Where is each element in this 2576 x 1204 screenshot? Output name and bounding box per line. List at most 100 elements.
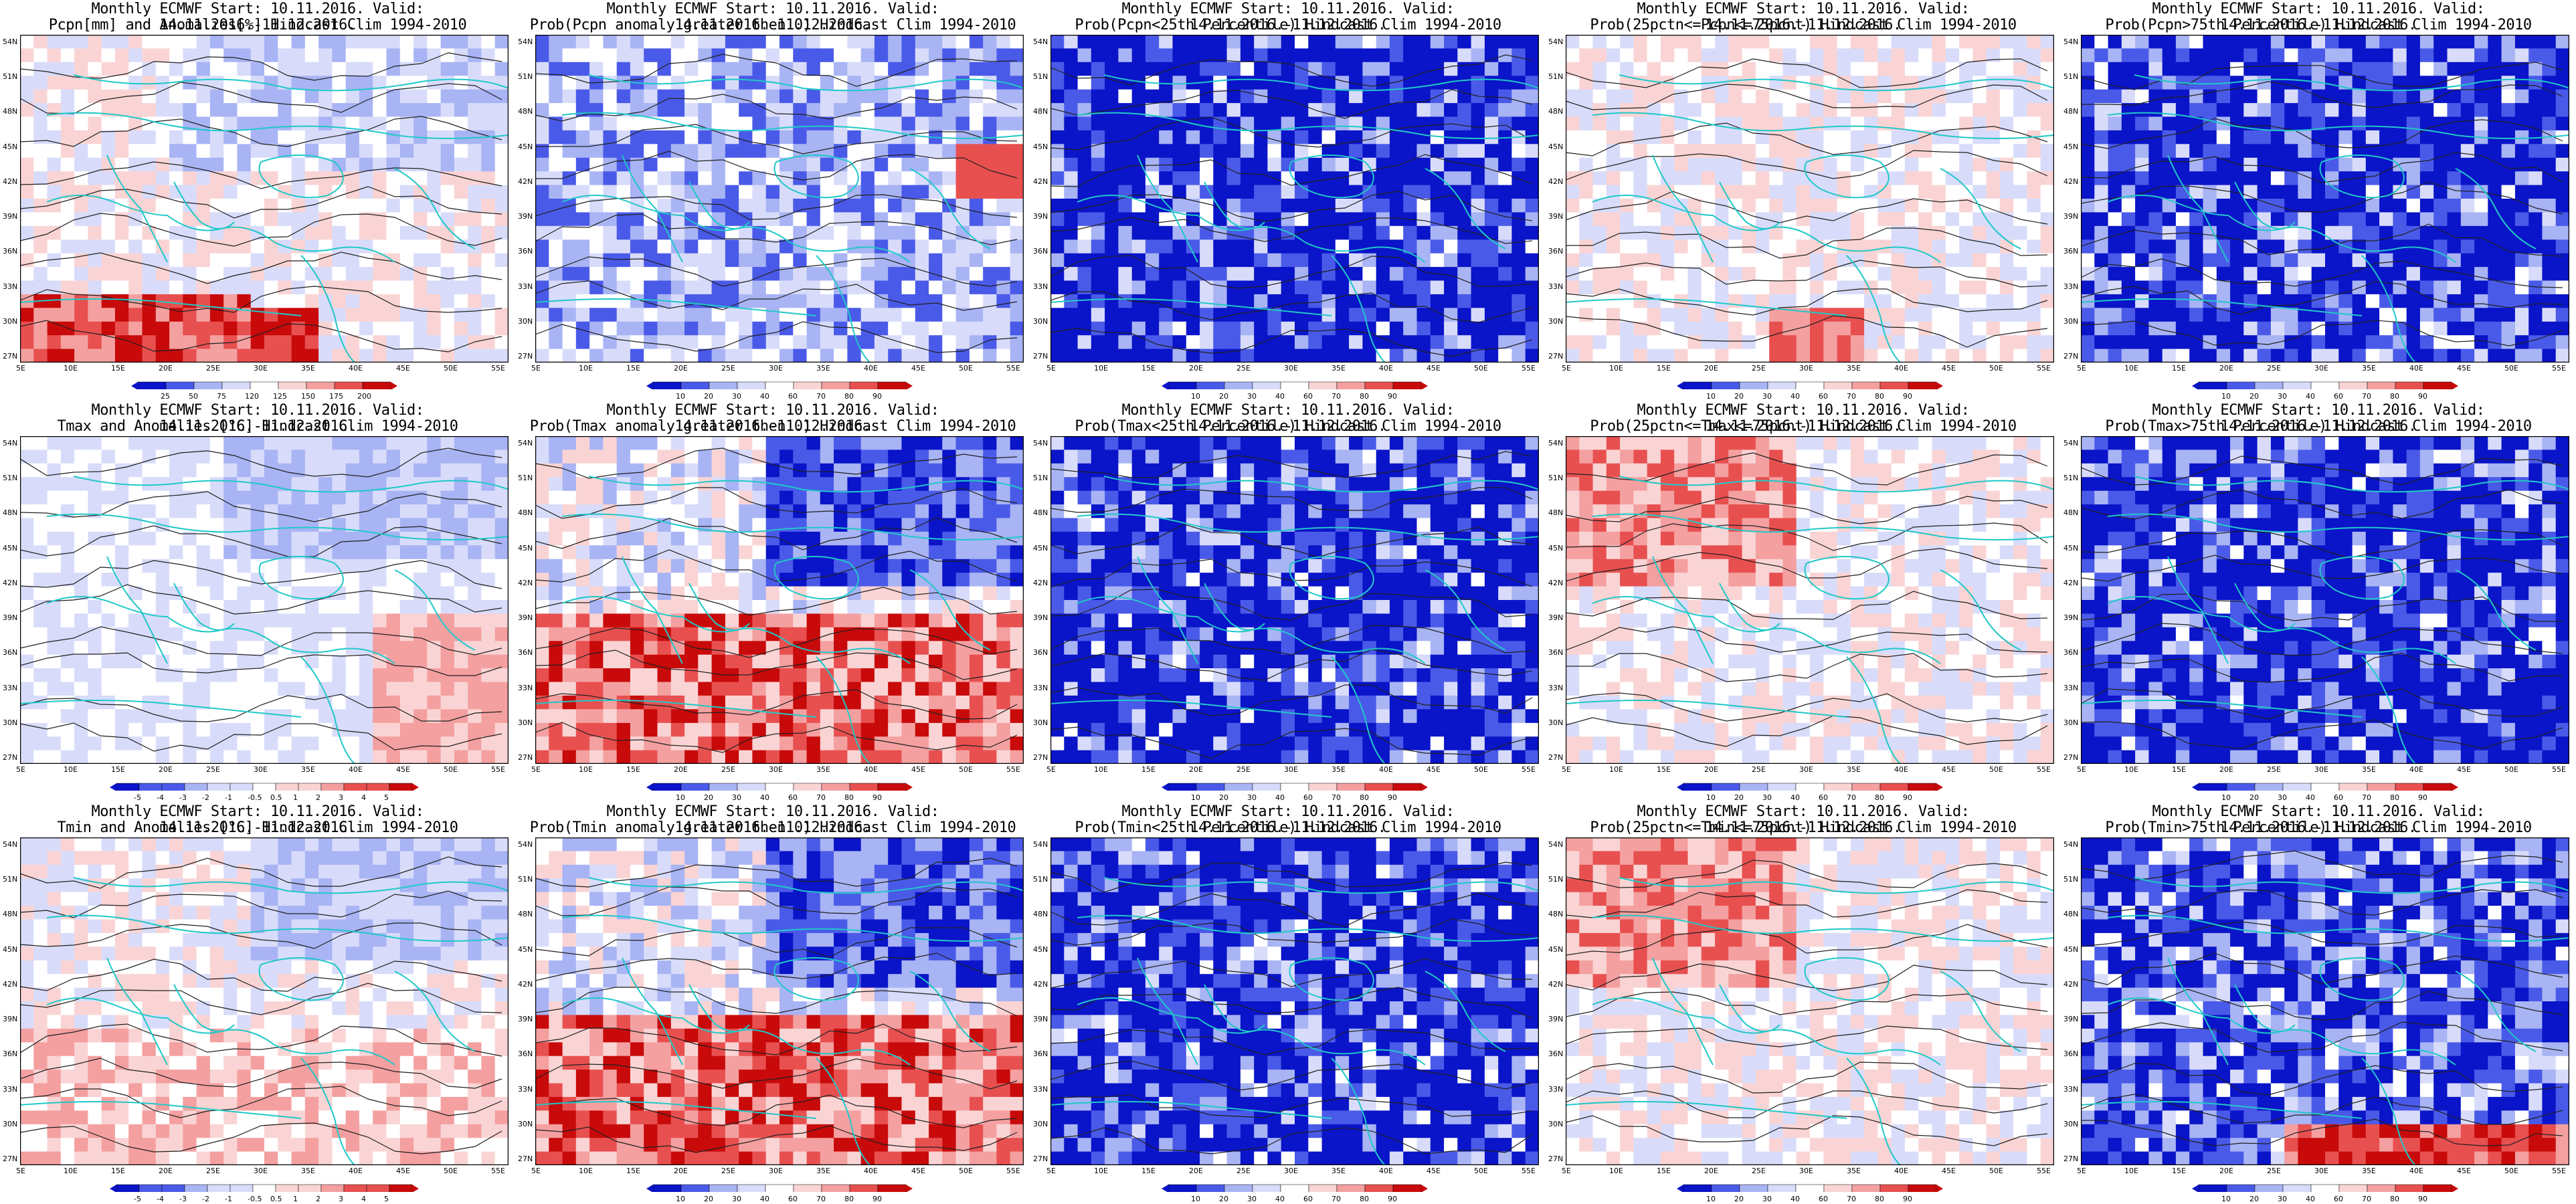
colorbar-tick-label: 60 bbox=[2334, 1195, 2343, 1203]
lon-tick-label: 25E bbox=[1236, 765, 1251, 774]
lon-tick-label: 40E bbox=[349, 765, 363, 774]
colorbar-tick-label: 0.5 bbox=[270, 793, 282, 802]
lat-tick-label: 45N bbox=[1033, 543, 1048, 553]
lat-tick-label: 45N bbox=[3, 142, 18, 151]
lat-tick-label: 33N bbox=[3, 282, 18, 291]
lat-tick-label: 36N bbox=[3, 648, 18, 658]
colorbar-swatch bbox=[877, 783, 907, 791]
contour-lines bbox=[20, 52, 502, 353]
lon-tick-label: 25E bbox=[721, 364, 735, 373]
colorbar-tick-label: 20 bbox=[1219, 392, 1228, 401]
lat-tick-label: 30N bbox=[1033, 1119, 1048, 1128]
lon-tick-label: 10E bbox=[1609, 1167, 1623, 1175]
colorbar-tick-label: 3 bbox=[339, 793, 343, 802]
colorbar-swatch bbox=[298, 1184, 322, 1192]
lat-tick-label: 36N bbox=[3, 1049, 18, 1059]
colorbar-tick-label: 90 bbox=[872, 392, 882, 401]
colorbar bbox=[1677, 783, 1943, 791]
colorbar bbox=[1677, 381, 1943, 389]
colorbar-tick-label: 40 bbox=[1790, 1195, 1800, 1203]
lon-tick-label: 25E bbox=[721, 1167, 735, 1175]
colorbar-swatch bbox=[1308, 1184, 1338, 1192]
colorbar-swatch bbox=[765, 381, 794, 389]
colorbar-tick-label: 1 bbox=[293, 793, 298, 802]
lon-tick-label: 55E bbox=[1006, 765, 1020, 774]
lat-tick-label: 33N bbox=[1548, 1084, 1564, 1094]
probability-shading bbox=[2081, 837, 2569, 1165]
colorbar-tick-label: 125 bbox=[273, 392, 287, 401]
colorbar bbox=[646, 381, 913, 389]
lon-tick-label: 45E bbox=[2457, 765, 2471, 774]
lon-tick-label: 55E bbox=[1522, 1167, 1536, 1175]
forecast-map bbox=[2081, 436, 2569, 764]
colorbar-tick-label: 20 bbox=[1734, 1195, 1744, 1203]
map-panel-tmax-prob-normal: Monthly ECMWF Start: 10.11.2016. Valid: … bbox=[1546, 401, 2061, 803]
colorbar-tick-label: 20 bbox=[704, 392, 713, 401]
lat-tick-label: 36N bbox=[1033, 648, 1048, 658]
lat-tick-label: 51N bbox=[518, 875, 533, 884]
lat-tick-label: 39N bbox=[1548, 212, 1564, 221]
colorbar-tick-label: 10 bbox=[1706, 392, 1716, 401]
lat-tick-label: 54N bbox=[3, 37, 18, 46]
lon-tick-label: 25E bbox=[2267, 1167, 2281, 1175]
colorbar-swatch bbox=[139, 1184, 163, 1192]
colorbar bbox=[1162, 783, 1428, 791]
lat-tick-label: 33N bbox=[3, 1084, 18, 1094]
contour-lines bbox=[1566, 58, 2048, 348]
lon-tick-label: 15E bbox=[626, 765, 640, 774]
lat-tick-label: 54N bbox=[1033, 840, 1048, 849]
colorbar-swatch bbox=[2367, 381, 2396, 389]
lat-tick-label: 39N bbox=[2063, 212, 2079, 221]
colorbar-tick-label: 10 bbox=[2221, 793, 2231, 802]
colorbar-swatch bbox=[793, 1184, 822, 1192]
panel-title-line2: Prob(Tmin<25th Percentile) Hindcast Clim… bbox=[1075, 819, 1501, 836]
colorbar-swatch bbox=[252, 783, 276, 791]
lon-tick-label: 5E bbox=[2077, 765, 2086, 774]
contour-lines bbox=[535, 54, 1018, 353]
colorbar-swatch bbox=[2310, 1184, 2340, 1192]
lat-tick-label: 30N bbox=[2063, 1119, 2079, 1128]
lat-tick-label: 30N bbox=[1033, 718, 1048, 727]
colorbar bbox=[1162, 381, 1428, 389]
lat-tick-label: 30N bbox=[3, 718, 18, 727]
colorbar-swatch bbox=[137, 381, 167, 389]
lon-tick-label: 55E bbox=[1006, 364, 1020, 373]
lat-tick-label: 45N bbox=[1548, 142, 1564, 151]
colorbar-left-arrow bbox=[2192, 783, 2199, 791]
colorbar-swatch bbox=[1879, 783, 1909, 791]
lon-tick-label: 30E bbox=[254, 1167, 268, 1175]
forecast-map bbox=[1566, 436, 2054, 764]
colorbar-swatch bbox=[1795, 1184, 1825, 1192]
colorbar-tick-label: 30 bbox=[2278, 793, 2287, 802]
colorbar-tick-label: -3 bbox=[179, 1195, 187, 1203]
lon-tick-label: 45E bbox=[1942, 364, 1956, 373]
colorbar-tick-label: 80 bbox=[844, 392, 854, 401]
colorbar-swatch bbox=[278, 381, 307, 389]
colorbar-tick-label: 3 bbox=[339, 1195, 343, 1203]
lon-tick-label: 40E bbox=[864, 1167, 878, 1175]
colorbar-swatch bbox=[275, 783, 299, 791]
map-panel-pcpn-prob-pos: Monthly ECMWF Start: 10.11.2016. Valid: … bbox=[515, 0, 1030, 401]
lon-tick-label: 25E bbox=[1752, 364, 1766, 373]
lon-tick-label: 35E bbox=[1331, 1167, 1346, 1175]
colorbar-tick-label: 60 bbox=[788, 793, 798, 802]
lon-tick-label: 50E bbox=[2504, 765, 2518, 774]
lat-tick-label: 54N bbox=[518, 840, 533, 849]
lon-tick-label: 55E bbox=[491, 765, 505, 774]
colorbar-swatch bbox=[1168, 381, 1197, 389]
colorbar-swatch bbox=[2423, 381, 2452, 389]
lon-tick-label: 50E bbox=[1474, 364, 1488, 373]
lon-tick-label: 25E bbox=[2267, 765, 2281, 774]
lat-tick-label: 54N bbox=[518, 37, 533, 46]
colorbar-swatch bbox=[1392, 381, 1422, 389]
lat-tick-label: 39N bbox=[3, 1015, 18, 1024]
lat-tick-label: 27N bbox=[518, 1155, 533, 1163]
lat-tick-label: 36N bbox=[2063, 648, 2079, 658]
colorbar-swatch bbox=[1392, 783, 1422, 791]
lon-tick-label: 25E bbox=[721, 765, 735, 774]
lat-tick-label: 54N bbox=[1548, 37, 1564, 46]
probability-shading bbox=[1050, 837, 1539, 1165]
colorbar-swatch bbox=[652, 1184, 682, 1192]
lat-tick-label: 30N bbox=[518, 718, 533, 727]
colorbar-swatch bbox=[1795, 783, 1825, 791]
